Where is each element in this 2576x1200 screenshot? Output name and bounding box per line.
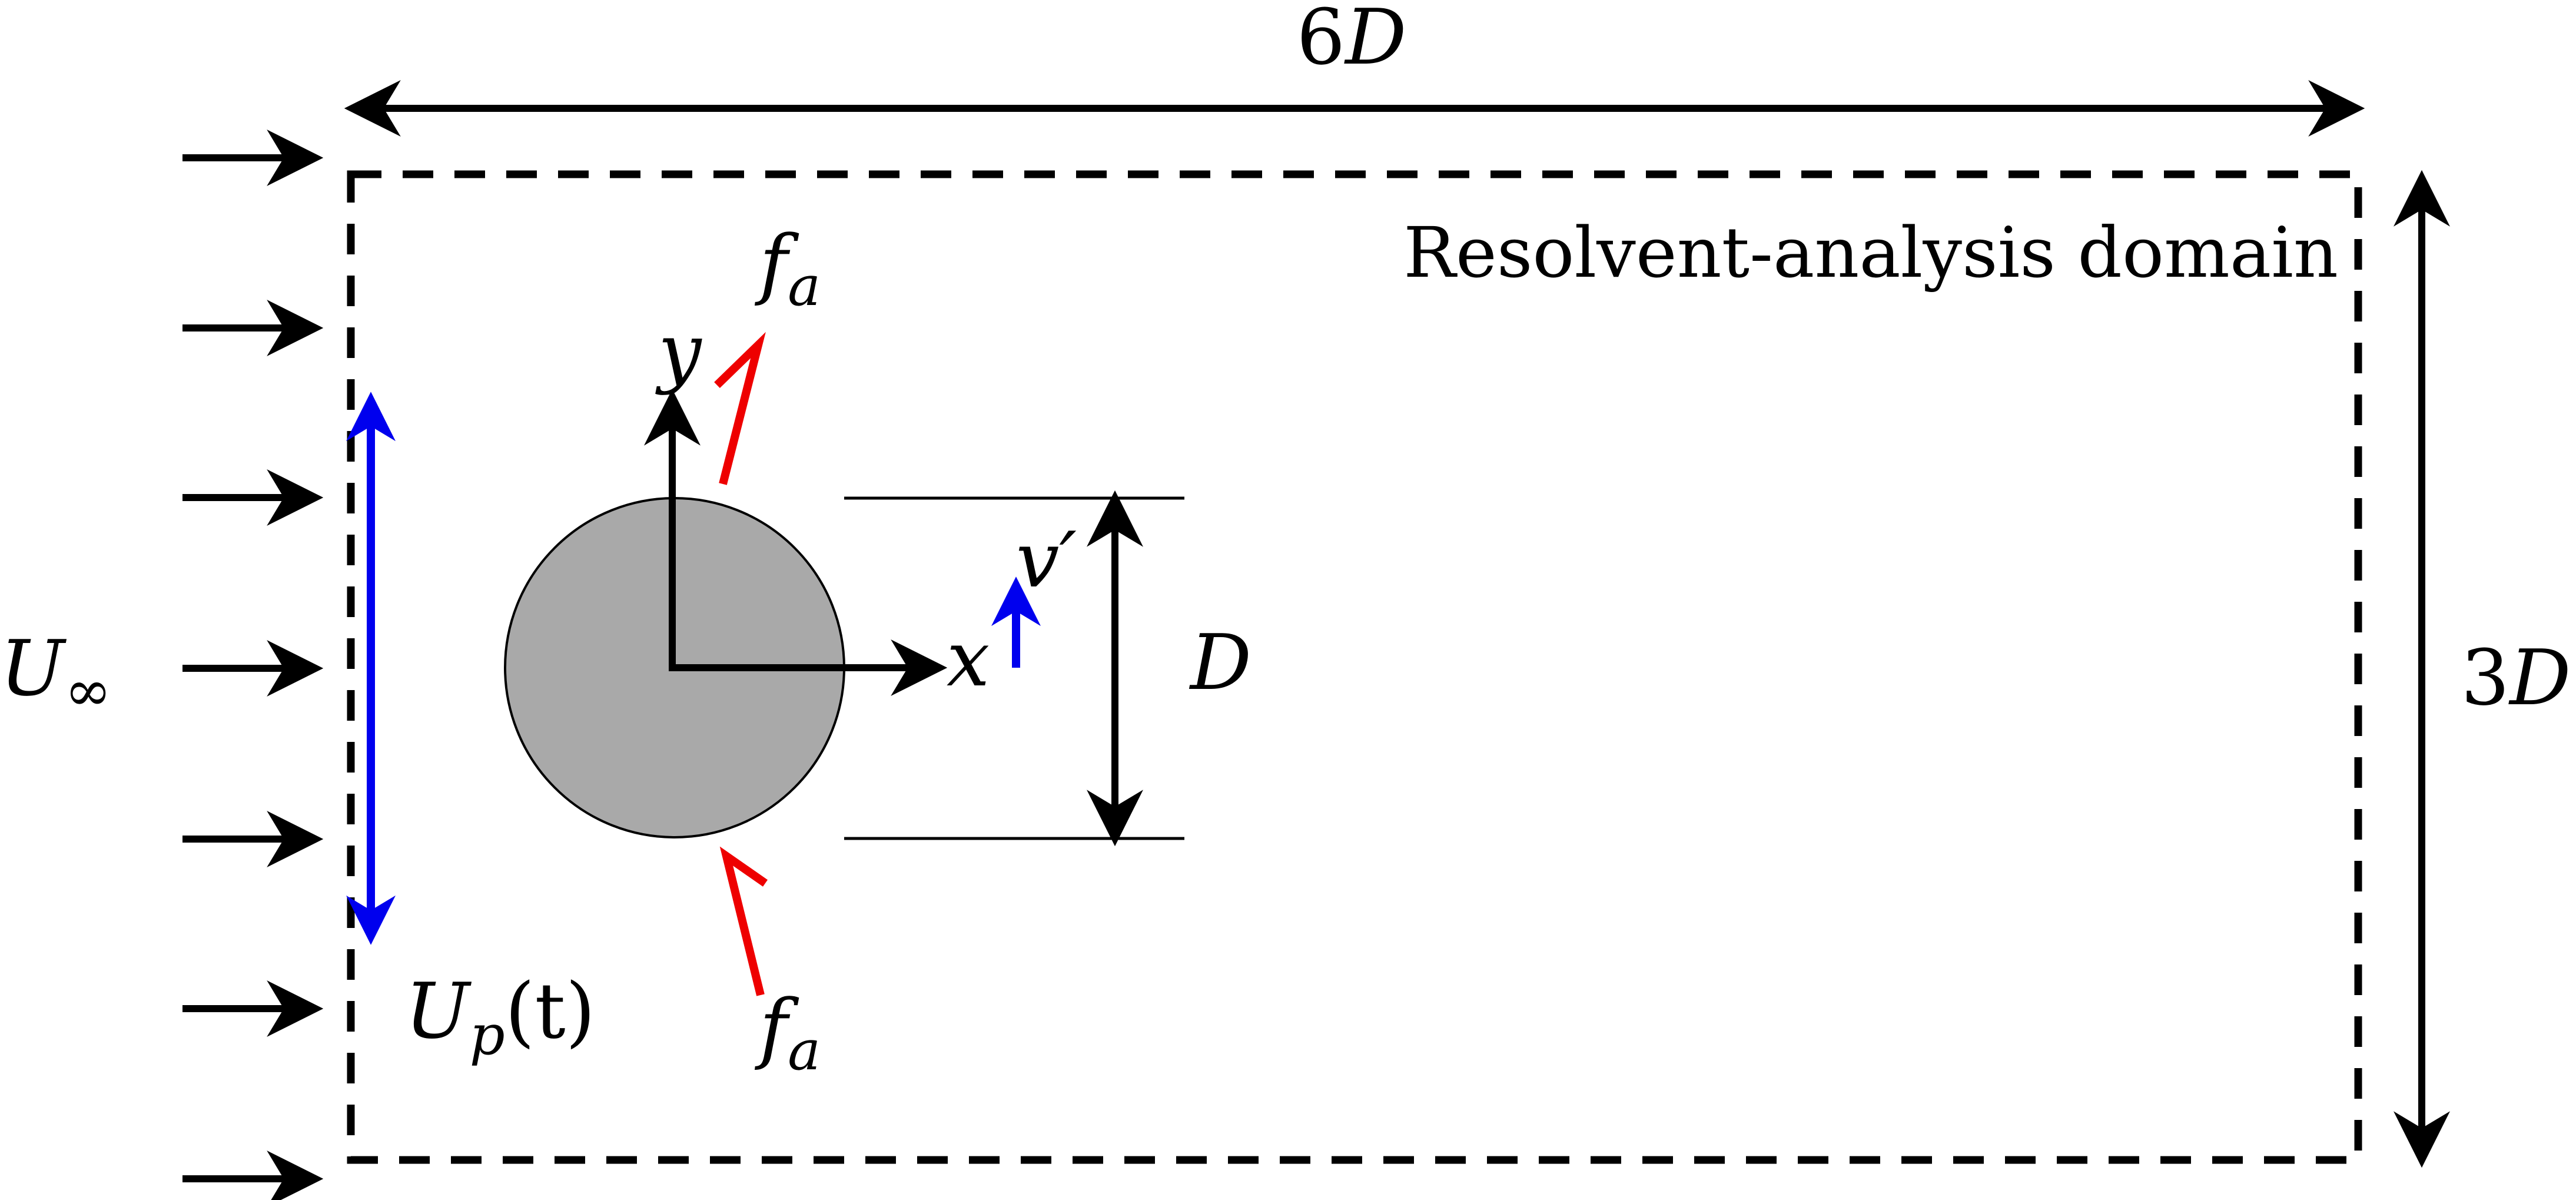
domain-label: Resolvent-analysis domain	[1403, 212, 2338, 293]
forcing-label-top: fa	[755, 218, 821, 319]
x-axis-label: x	[947, 614, 990, 704]
width-label: 6D	[1297, 0, 1407, 82]
height-label: 3D	[2461, 633, 2571, 722]
actuation-velocity-label: Up(t)	[405, 966, 595, 1068]
diameter-label: D	[1189, 618, 1252, 707]
forcing-arrow-bottom	[719, 846, 768, 996]
freestream-label: U∞	[0, 624, 112, 724]
y-axis-label: y	[655, 307, 702, 396]
perturbation-label: v′	[1016, 515, 1077, 605]
freestream-arrows	[182, 130, 324, 1200]
forcing-label-bottom: fa	[755, 983, 821, 1083]
forcing-arrow-top	[714, 332, 766, 485]
